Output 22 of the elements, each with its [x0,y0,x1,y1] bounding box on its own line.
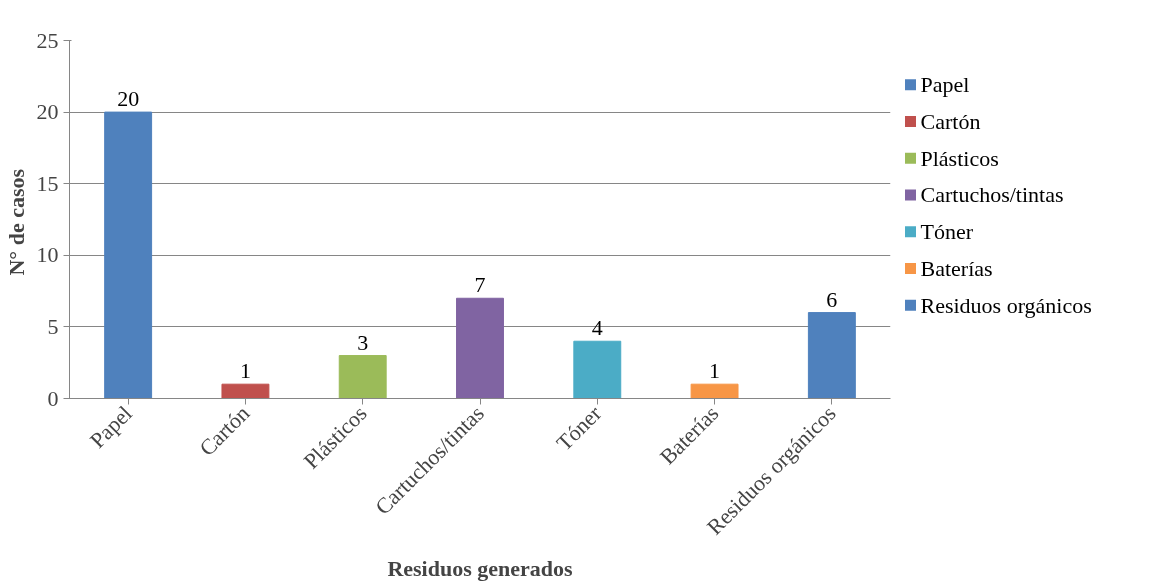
data-label: 7 [474,272,486,298]
legend-label: Tóner [920,219,974,245]
legend-label: Plásticos [920,145,999,171]
y-axis-title: N° de casos [3,168,29,276]
data-label: 4 [591,315,603,341]
y-tick-label: 5 [47,313,59,339]
data-label: 6 [826,286,838,312]
x-axis-title: Residuos generados [387,556,574,582]
data-label: 1 [239,358,251,384]
legend-label: Residuos orgánicos [920,292,1092,318]
legend-label: Papel [920,72,970,98]
legend-label: Cartuchos/tintas [920,182,1064,208]
y-tick-label: 0 [47,385,59,411]
y-tick-label: 25 [36,27,59,53]
y-tick-label: 20 [36,99,59,125]
data-label: 3 [357,329,369,355]
legend-label: Cartón [920,108,981,134]
data-label: 1 [709,358,721,384]
legend-label: Baterías [920,256,993,282]
data-label: 20 [117,86,140,112]
y-tick-label: 10 [36,242,59,268]
y-tick-label: 15 [36,170,59,196]
